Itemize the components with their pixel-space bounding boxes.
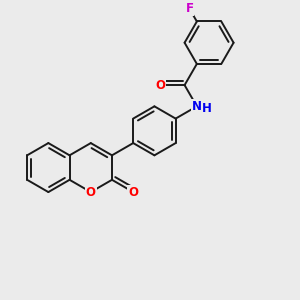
Text: H: H	[202, 102, 212, 115]
Text: O: O	[86, 186, 96, 199]
Text: O: O	[155, 79, 165, 92]
Text: N: N	[192, 100, 202, 113]
Text: O: O	[128, 186, 138, 199]
Text: F: F	[185, 2, 194, 15]
